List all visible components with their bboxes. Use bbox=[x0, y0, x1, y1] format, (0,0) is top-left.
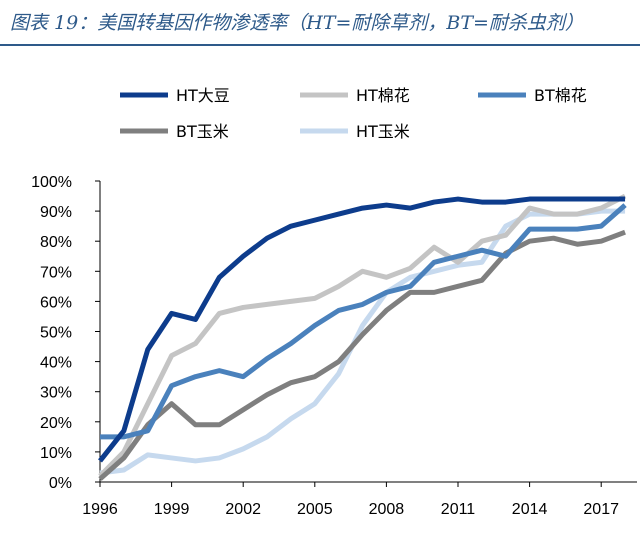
y-tick-label: 60% bbox=[40, 294, 72, 311]
series-line-4 bbox=[99, 208, 626, 476]
y-tick-label: 20% bbox=[40, 415, 72, 432]
y-tick-label: 40% bbox=[40, 355, 72, 372]
y-tick-label: 50% bbox=[40, 325, 72, 342]
legend-label-4: HT玉米 bbox=[356, 122, 410, 141]
title-divider bbox=[0, 44, 640, 46]
x-tick-label: 2014 bbox=[512, 501, 548, 518]
x-tick-label: 2005 bbox=[297, 501, 333, 518]
y-tick-label: 10% bbox=[40, 445, 72, 462]
series-line-3 bbox=[98, 229, 626, 481]
x-tick-label: 2011 bbox=[441, 501, 476, 518]
y-tick-label: 30% bbox=[40, 385, 72, 402]
series-line-0 bbox=[98, 196, 626, 463]
y-tick-label: 80% bbox=[40, 234, 72, 251]
x-tick-label: 1996 bbox=[82, 501, 118, 518]
x-tick-label: 1999 bbox=[154, 501, 190, 518]
chart-legend: HT大豆 HT棉花 BT棉花 BT玉米 HT玉米 bbox=[120, 86, 587, 141]
y-tick-label: 90% bbox=[40, 204, 72, 221]
x-tick-label: 2017 bbox=[583, 501, 619, 518]
series-line-2 bbox=[100, 203, 627, 440]
legend-label-1: HT棉花 bbox=[356, 86, 410, 105]
legend-label-0: HT大豆 bbox=[176, 86, 230, 105]
y-tick-label: 70% bbox=[40, 264, 72, 281]
legend-label-3: BT玉米 bbox=[176, 122, 229, 141]
y-tick-label: 0% bbox=[49, 475, 72, 492]
y-tick-label: 100% bbox=[31, 174, 72, 191]
x-tick-label: 2002 bbox=[225, 501, 261, 518]
chart-axes: 0% 10% 20% 30% 40% 50% 60% 70% 80% 90% 100% 1996 199… bbox=[31, 174, 637, 518]
chart-series-lines bbox=[98, 193, 627, 481]
legend-label-2: BT棉花 bbox=[534, 86, 587, 105]
series-line-1 bbox=[98, 193, 627, 478]
chart-title: 图表 19：美国转基因作物渗透率（HT=耐除草剂，BT=耐杀虫剂） bbox=[10, 12, 584, 34]
x-tick-label: 2008 bbox=[369, 501, 405, 518]
